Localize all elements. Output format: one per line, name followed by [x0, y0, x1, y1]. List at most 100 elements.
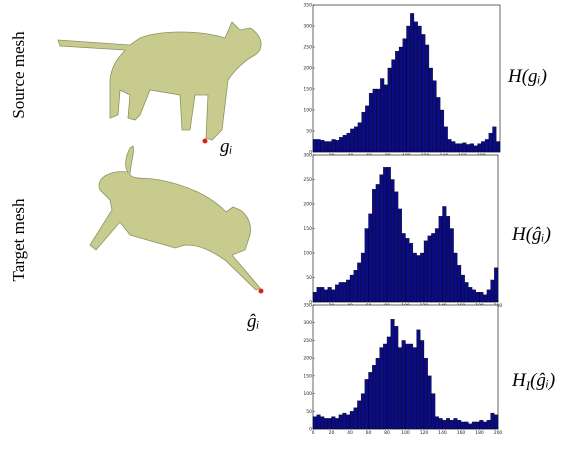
- y-tick-label: 150: [303, 87, 312, 93]
- bar: [360, 252, 365, 303]
- bar: [386, 167, 391, 303]
- bar: [394, 326, 399, 430]
- bar: [327, 141, 332, 153]
- y-tick-label: 350: [303, 3, 312, 9]
- x-tick-label: 180: [475, 430, 484, 436]
- bar: [423, 357, 428, 430]
- y-tick-label: 150: [303, 226, 312, 232]
- bar: [372, 88, 377, 153]
- bar: [320, 287, 325, 303]
- bar: [449, 419, 454, 430]
- bar: [331, 139, 336, 153]
- bar: [316, 139, 321, 153]
- bar: [323, 289, 328, 303]
- point-marker: [202, 138, 208, 144]
- y-tick-label: 200: [303, 356, 312, 362]
- bar: [434, 228, 439, 303]
- x-tick-label: 40: [347, 430, 353, 436]
- y-tick-label: 50: [306, 409, 312, 415]
- x-tick-label: 80: [384, 430, 390, 436]
- x-tick-label: 120: [420, 430, 429, 436]
- bar: [346, 132, 351, 153]
- bar: [405, 238, 410, 303]
- bar: [353, 407, 358, 430]
- y-tick-label: 300: [303, 153, 312, 159]
- bar: [475, 292, 480, 303]
- argument: (ĝᵢ): [526, 224, 551, 245]
- bar: [428, 67, 433, 153]
- y-tick-label: 200: [303, 202, 312, 208]
- bar: [387, 67, 392, 153]
- bar: [417, 25, 422, 153]
- bar: [405, 343, 410, 430]
- bar: [401, 233, 406, 303]
- y-tick-label: 250: [303, 177, 312, 183]
- subscript: I: [525, 378, 531, 393]
- bar: [331, 416, 336, 430]
- y-tick-label: 250: [303, 338, 312, 344]
- symbol: H: [507, 66, 523, 87]
- y-tick-label: 250: [303, 45, 312, 51]
- bar: [361, 111, 366, 153]
- x-tick-label: 160: [457, 430, 466, 436]
- y-tick-label: 200: [303, 66, 312, 72]
- bar: [353, 269, 358, 303]
- bar: [372, 189, 377, 303]
- bar: [412, 252, 417, 303]
- bar: [496, 141, 501, 153]
- x-tick-label: 0: [312, 430, 315, 436]
- y-tick-label: 100: [303, 251, 312, 257]
- bar: [346, 279, 351, 303]
- bar: [442, 419, 447, 430]
- bar: [438, 418, 443, 430]
- bar: [413, 21, 418, 153]
- bar: [312, 139, 317, 153]
- histogram-label: HI(ĝᵢ): [511, 370, 555, 393]
- histogram: 2040608010012014016018005010015020025030…: [303, 3, 501, 159]
- bar: [457, 419, 462, 430]
- bar: [406, 25, 411, 153]
- bar: [457, 265, 462, 303]
- bar: [464, 282, 469, 303]
- point-label: ĝᵢ: [247, 311, 260, 332]
- bar: [394, 191, 399, 303]
- bar: [425, 44, 430, 153]
- y-tick-label: 0: [309, 150, 312, 156]
- bar: [494, 267, 499, 303]
- bar: [368, 372, 373, 430]
- bar: [431, 233, 436, 303]
- y-tick-label: 100: [303, 391, 312, 397]
- bar: [412, 347, 417, 430]
- source-cat: [57, 21, 262, 141]
- bar: [401, 340, 406, 430]
- bar: [357, 262, 362, 303]
- bar: [479, 419, 484, 430]
- bar: [323, 418, 328, 430]
- bar: [410, 13, 415, 153]
- bar: [360, 393, 365, 430]
- row-label: Target mesh: [9, 198, 28, 281]
- y-tick-label: 0: [309, 300, 312, 306]
- histogram: 0 20 40 60 80 100 120 140 160 180 200 0 50 100 150 200 2…: [303, 303, 502, 437]
- bar: [416, 255, 421, 303]
- y-tick-label: 100: [303, 108, 312, 114]
- bar: [312, 292, 317, 303]
- argument: (ĝᵢ): [530, 370, 555, 391]
- bar: [453, 252, 458, 303]
- bar: [481, 141, 486, 153]
- bar: [460, 274, 465, 303]
- bar: [434, 416, 439, 430]
- bar: [468, 287, 473, 303]
- bar: [380, 78, 385, 153]
- bar: [492, 126, 497, 153]
- bar: [357, 400, 362, 430]
- bar: [420, 340, 425, 430]
- bar: [471, 289, 476, 303]
- histogram: 2040608010012014016018020005010015020025…: [303, 153, 502, 310]
- bar: [473, 145, 478, 153]
- bar: [339, 137, 344, 153]
- bar: [471, 421, 476, 430]
- bar: [416, 329, 421, 430]
- bar: [490, 412, 495, 430]
